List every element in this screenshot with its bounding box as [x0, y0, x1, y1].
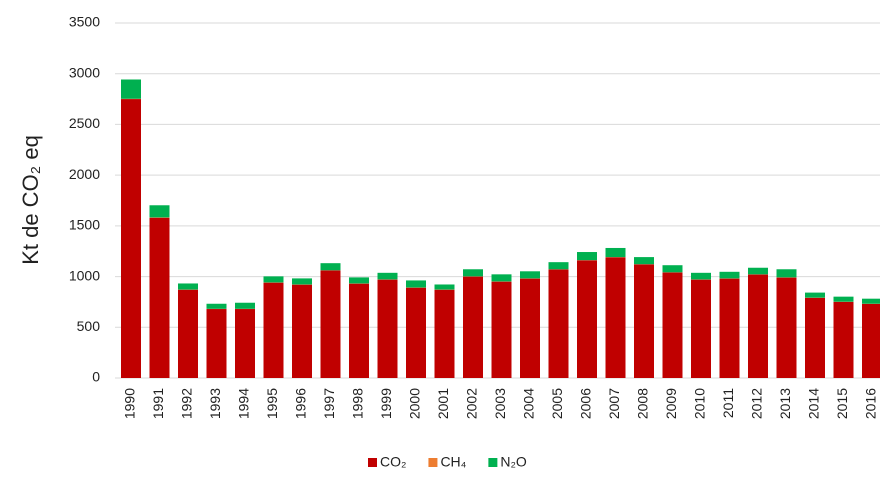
bar-segment — [149, 205, 170, 218]
bar-segment — [605, 257, 626, 378]
y-axis-title: Kt de CO₂ eq — [18, 135, 43, 265]
bar-segment — [491, 281, 512, 378]
bar-segment — [805, 292, 825, 298]
x-tick-label: 1993 — [207, 388, 223, 419]
bar-segment — [776, 269, 797, 278]
bar-segment — [349, 277, 369, 284]
bar-segment — [520, 278, 540, 378]
bar-segment — [235, 302, 255, 309]
bar-segment — [263, 282, 284, 378]
x-tick-label: 2002 — [464, 388, 480, 419]
bar-segment — [833, 301, 854, 378]
x-tick-label: 2004 — [521, 388, 537, 419]
bar-segment — [463, 276, 483, 378]
x-tick-label: 2007 — [606, 388, 622, 419]
bar-segment — [634, 257, 654, 265]
bar-segment — [862, 298, 880, 304]
bar-segment — [320, 263, 341, 271]
bar-segment — [406, 287, 426, 378]
bar-segment — [292, 284, 312, 378]
bar-segment — [463, 269, 483, 277]
bar-segment — [235, 309, 255, 378]
bar-segment — [577, 260, 597, 378]
bar-segment — [377, 279, 398, 378]
x-tick-label: 2010 — [692, 388, 708, 419]
bar-segment — [662, 272, 683, 378]
x-tick-label: 1991 — [150, 388, 166, 419]
bar-segment — [520, 271, 540, 279]
x-tick-label: 1997 — [321, 388, 337, 419]
y-tick-label: 2000 — [69, 166, 100, 182]
bar-segment — [263, 276, 284, 283]
x-tick-label: 1994 — [236, 388, 252, 419]
x-tick-label: 2011 — [720, 388, 736, 418]
bar-segment — [206, 303, 227, 309]
bar-segment — [805, 297, 825, 378]
bar-segment — [434, 289, 455, 378]
legend-label: CH₄ — [440, 454, 466, 470]
bar-segment — [691, 279, 711, 378]
legend-swatch — [488, 458, 498, 467]
bar-segment — [121, 79, 141, 99]
bar-segment — [577, 252, 597, 261]
bar-segment — [748, 267, 768, 275]
legend-swatch — [428, 458, 438, 467]
legend-label: CO₂ — [380, 454, 406, 470]
y-tick-label: 0 — [92, 369, 100, 385]
bar-segment — [121, 99, 141, 379]
legend-swatch — [368, 458, 377, 467]
bar-segment — [605, 247, 626, 258]
x-tick-label: 1999 — [378, 388, 394, 419]
y-tick-label: 3000 — [69, 64, 100, 80]
x-tick-label: 2009 — [663, 388, 679, 419]
bar-segment — [206, 309, 227, 378]
bar-segment — [548, 269, 569, 378]
x-tick-label: 2001 — [435, 388, 451, 419]
bar-segment — [406, 280, 426, 288]
bar-segment — [377, 272, 398, 280]
x-tick-label: 1990 — [122, 388, 138, 419]
x-tick-label: 1995 — [264, 388, 280, 419]
bar-segment — [776, 277, 797, 378]
y-tick-label: 1000 — [69, 267, 100, 283]
x-tick-label: 2015 — [834, 388, 850, 419]
x-tick-label: 2014 — [806, 388, 822, 419]
bar-segment — [862, 303, 880, 378]
bar-segment — [178, 283, 198, 290]
bar-segment — [491, 274, 512, 282]
x-tick-label: 2000 — [407, 388, 423, 419]
bar-segment — [634, 264, 654, 378]
y-tick-label: 3500 — [69, 14, 100, 30]
x-tick-label: 1998 — [350, 388, 366, 419]
bar-segment — [719, 278, 740, 378]
bar-segment — [833, 296, 854, 302]
x-tick-label: 2013 — [777, 388, 793, 419]
bar-segment — [320, 270, 341, 378]
bar-segment — [662, 265, 683, 273]
x-tick-label: 2005 — [549, 388, 565, 419]
legend-label: N₂O — [500, 454, 527, 470]
bar-segment — [748, 274, 768, 378]
x-tick-label: 2016 — [863, 388, 879, 419]
x-tick-label: 2006 — [578, 388, 594, 419]
bar-segment — [349, 283, 369, 378]
x-tick-label: 2012 — [749, 388, 765, 419]
y-tick-label: 2500 — [69, 115, 100, 131]
bar-segment — [548, 262, 569, 270]
bar-segment — [149, 217, 170, 378]
bar-segment — [292, 278, 312, 285]
x-tick-label: 2003 — [492, 388, 508, 419]
x-tick-label: 2008 — [635, 388, 651, 419]
bar-segment — [434, 284, 455, 290]
y-tick-label: 1500 — [69, 217, 100, 233]
bar-segment — [691, 272, 711, 280]
bar-segment — [719, 271, 740, 279]
x-tick-label: 1992 — [179, 388, 195, 419]
x-tick-label: 1996 — [293, 388, 309, 419]
y-tick-label: 500 — [77, 318, 101, 334]
bar-segment — [178, 289, 198, 378]
